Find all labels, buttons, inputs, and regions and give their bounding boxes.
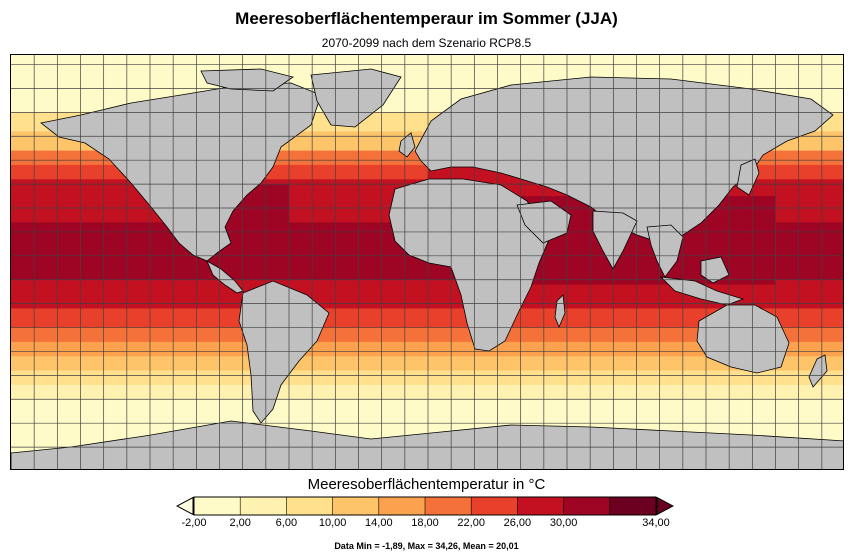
land-africa [388,178,552,352]
land-antarctica [11,420,843,469]
sst-band-14 [11,384,843,400]
land-central-america [206,260,244,294]
colorbar-tick-label: 10,00 [318,517,347,529]
colorbar-bin-1 [240,497,287,515]
colorbar-tick-label: 6,00 [275,517,298,529]
lat-lon-grid [11,55,843,469]
page-title: Meeresoberflächentemperaur im Sommer (JJ… [235,9,618,28]
page-subtitle: 2070-2099 nach dem Szenario RCP8.5 [321,36,532,50]
colorbar-bin-0 [194,497,241,515]
colorbar-bin-9 [609,497,657,515]
land-india [592,210,638,270]
data-statistics: Data Min = -1,89, Max = 34,26, Mean = 20… [334,541,519,551]
colorbar-bin-7 [517,497,564,515]
colorbar-bin-6 [471,497,518,515]
colorbar-tick-label: 14,00 [365,517,393,529]
sst-band-10 [11,327,843,343]
sst-band-12 [11,356,843,372]
colorbar [193,496,657,516]
land-british-isles [398,132,416,158]
sst-band-9 [11,308,843,329]
colorbar-tick-label: 30,00 [549,517,578,529]
colorbar-bin-4 [378,497,426,515]
colorbar-bin-3 [332,497,380,515]
colorbar-arrow-low [176,497,194,515]
land-south-america [238,280,330,424]
colorbar-tick-label: 18,00 [411,517,439,529]
land-new-zealand [808,354,828,388]
colorbar-tick-label: -2,00 [181,517,207,529]
sst-band-13 [11,370,843,386]
land-southeast-asia [646,224,684,278]
colorbar-tick-label: 22,00 [457,517,485,529]
colorbar-bin-2 [286,497,333,515]
colorbar-bin-5 [425,497,472,515]
land-indonesia [659,276,745,306]
colorbar-arrow-high [656,497,674,515]
colorbar-tick-label: 26,00 [503,517,532,529]
land-arctic-islands [200,68,294,92]
sst-band-11 [11,341,843,357]
land-madagascar [554,294,566,329]
colorbar-tick-label: 34,00 [642,517,670,529]
land-borneo [700,256,730,284]
colorbar-bin-8 [563,497,611,515]
colorbar-title: Meeresoberflächentemperatur in °C [307,476,546,493]
sst-map [10,54,844,470]
colorbar-tick-label: 2,00 [229,517,251,529]
